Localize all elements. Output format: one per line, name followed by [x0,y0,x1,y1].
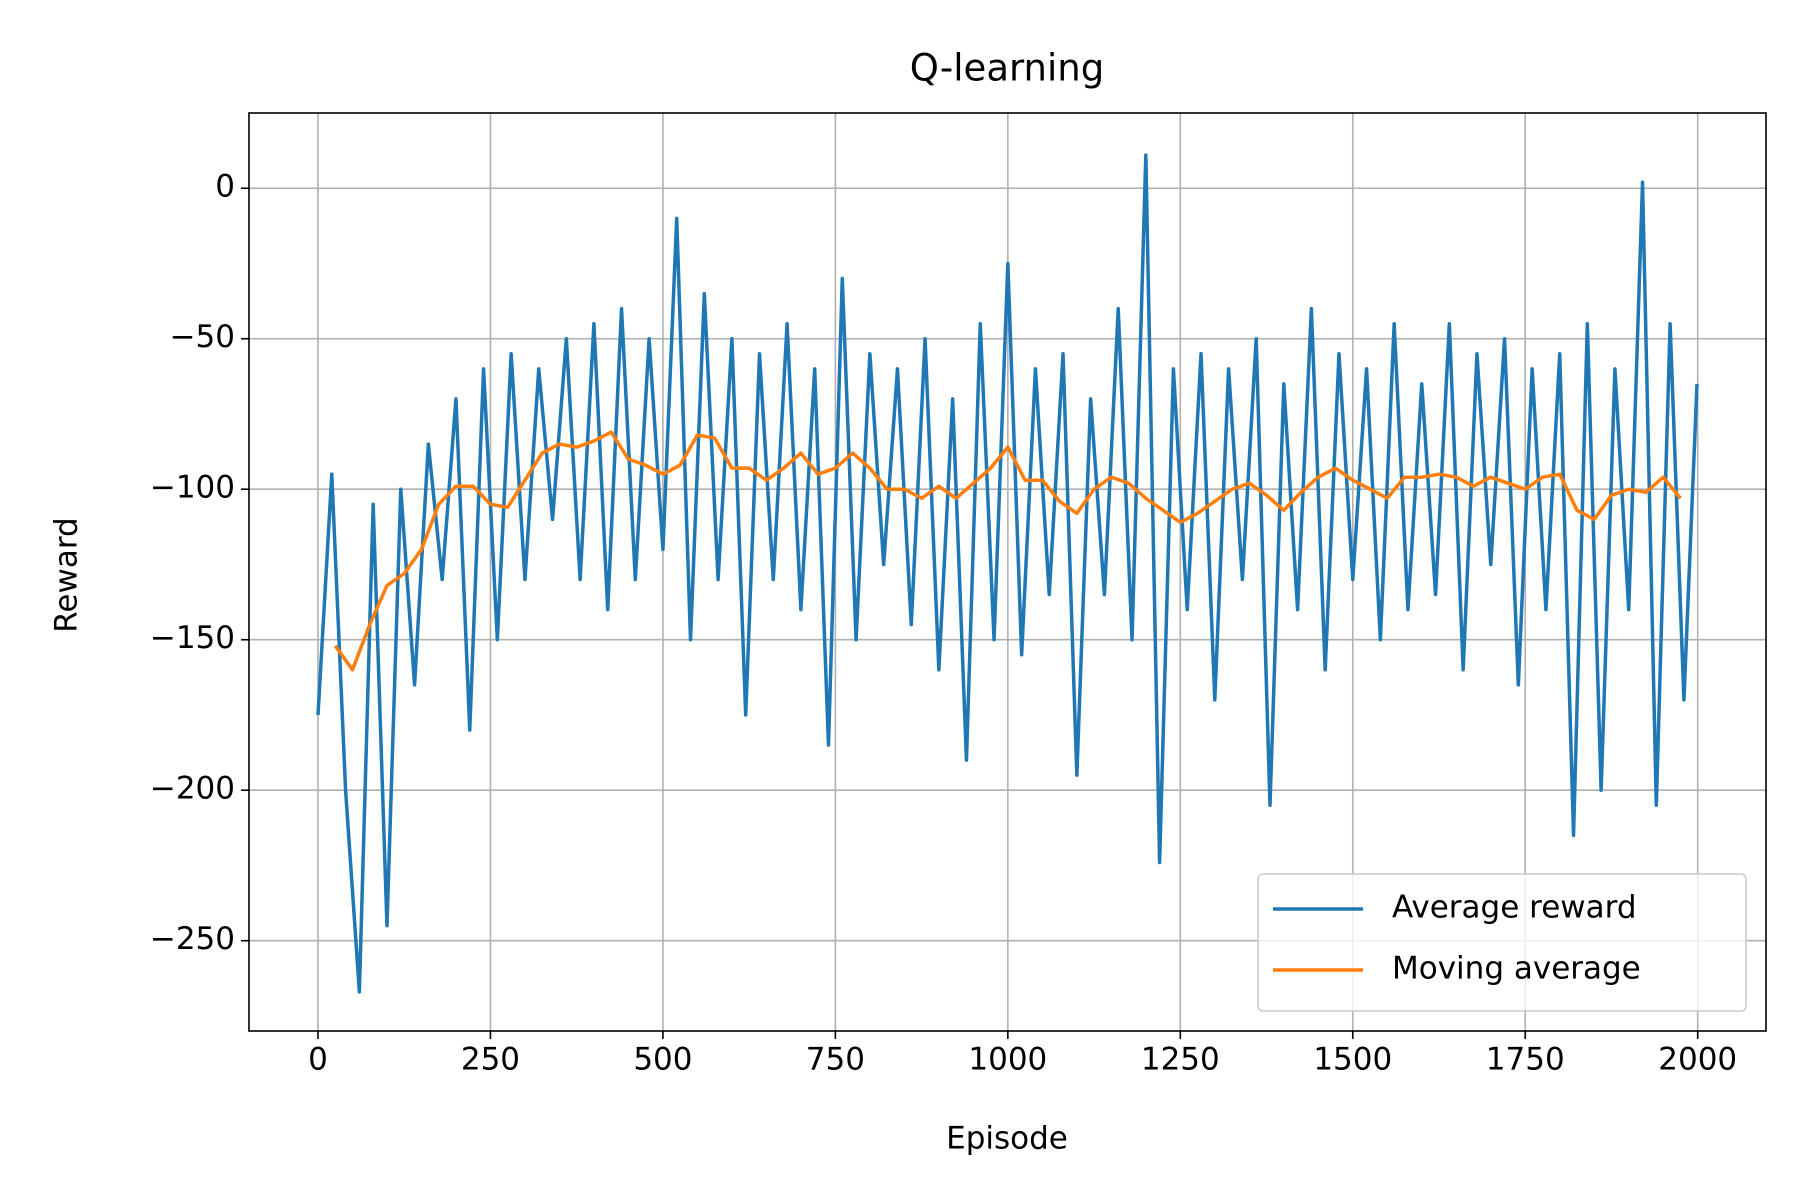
x-tick-label: 1750 [1486,1042,1565,1078]
x-tick-label: 250 [461,1042,520,1078]
x-tick-label: 0 [308,1042,328,1078]
y-tick-label: −150 [150,620,235,656]
y-axis-label: Reward [49,517,85,632]
x-tick-label: 1000 [968,1042,1047,1078]
plot-frame [248,112,1767,1032]
x-tick-label: 1500 [1313,1042,1392,1078]
x-tick-label: 500 [633,1042,692,1078]
x-tick-label: 1250 [1141,1042,1220,1078]
y-tick-label: −200 [150,771,235,807]
legend-label: Average reward [1392,890,1637,926]
y-tick-label: −100 [150,470,235,506]
series-line [316,153,1699,994]
x-tick-label: 750 [806,1042,865,1078]
y-tick-label: 0 [215,169,235,205]
x-tick-label: 2000 [1658,1042,1737,1078]
x-axis-label: Episode [946,1121,1068,1157]
series-line [333,430,1682,672]
y-tick-label: −250 [150,921,235,957]
legend-label: Moving average [1392,951,1641,987]
y-tick-label: −50 [170,319,235,355]
legend-box [1257,873,1747,1012]
chart-title: Q-learning [910,47,1104,90]
